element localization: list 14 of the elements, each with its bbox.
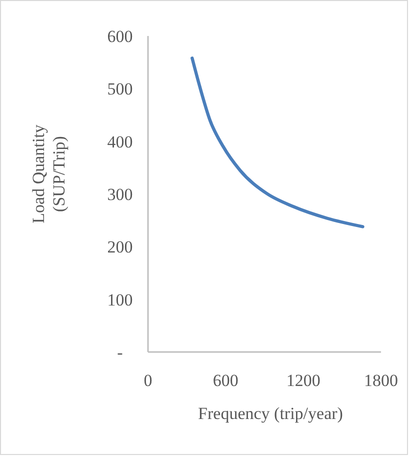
x-tick-label: 600 (212, 371, 238, 390)
x-axis-title: Frequency (trip/year) (198, 404, 343, 423)
line-series (190, 56, 364, 228)
y-tick-label: 500 (107, 80, 133, 99)
y-tick-label: 200 (107, 238, 133, 257)
y-tick-label: 300 (107, 184, 133, 204)
x-tick-label: 1200 (286, 371, 320, 390)
y-tick-label: - (117, 342, 124, 362)
y-tick-label: 100 (107, 290, 133, 310)
y-tick-label: 600 (107, 26, 133, 46)
y-tick-label: 400 (107, 132, 133, 152)
x-tick-label: 1800 (364, 371, 398, 390)
x-tick-label: 0 (144, 371, 152, 390)
y-axis-title: Load Quantity (SUP/Trip) (29, 124, 68, 224)
